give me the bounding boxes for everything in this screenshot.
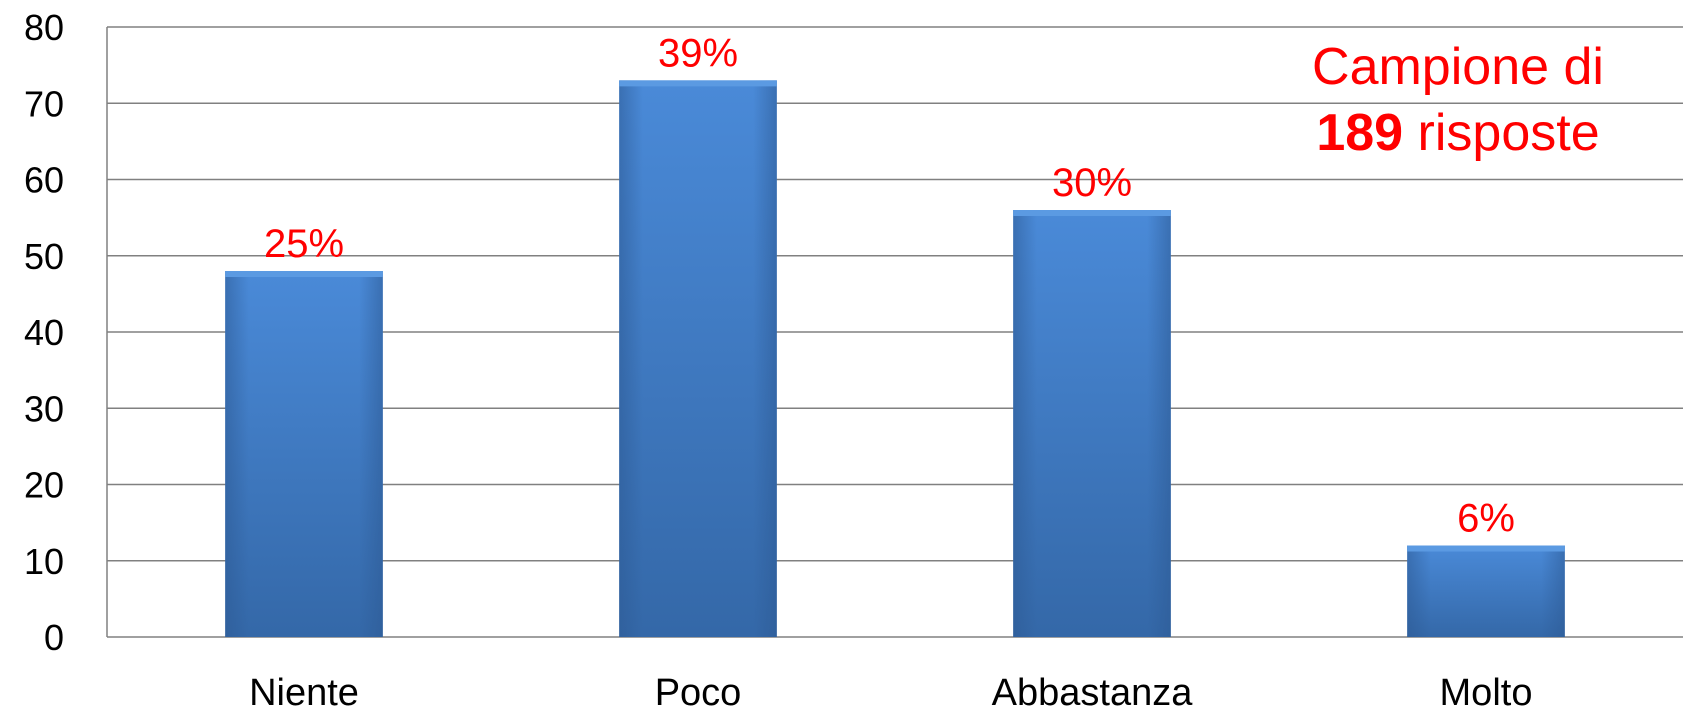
bar-molto [1407, 545, 1565, 637]
bar-top [619, 80, 777, 87]
bar-shade [1013, 210, 1171, 637]
bar-top [1407, 545, 1565, 552]
y-tick-label: 0 [44, 617, 64, 658]
sample-size-annotation: Campione di 189 risposte [1293, 34, 1623, 166]
bar-shade [225, 271, 383, 637]
data-label: 6% [1457, 497, 1515, 541]
bar-shade [1407, 545, 1565, 637]
y-tick-label: 80 [24, 7, 64, 48]
y-tick-label: 20 [24, 465, 64, 506]
category-label: Molto [1440, 672, 1533, 714]
bar-abbastanza [1013, 210, 1171, 637]
bar-shade [619, 80, 777, 637]
bars [225, 80, 1565, 637]
y-tick-label: 70 [24, 83, 64, 124]
data-label: 30% [1052, 161, 1132, 205]
data-label: 39% [658, 31, 738, 75]
category-label: Abbastanza [992, 672, 1194, 714]
bar-top [1013, 210, 1171, 216]
y-tick-label: 10 [24, 541, 64, 582]
category-label: Poco [655, 672, 742, 714]
bar-niente [225, 271, 383, 637]
y-tick-label: 50 [24, 236, 64, 277]
annotation-line2: 189 risposte [1293, 100, 1623, 166]
bar-poco [619, 80, 777, 637]
y-tick-label: 30 [24, 388, 64, 429]
y-tick-label: 60 [24, 160, 64, 201]
labels: 0 10 20 30 40 50 60 70 80 25% Niente 39% Poco 30% Abba… [24, 7, 1533, 714]
bar-top [225, 271, 383, 277]
annotation-suffix: risposte [1403, 104, 1600, 162]
annotation-line1: Campione di [1312, 38, 1604, 96]
y-tick-label: 40 [24, 312, 64, 353]
category-label: Niente [249, 672, 359, 714]
data-label: 25% [264, 222, 344, 266]
annotation-count: 189 [1316, 104, 1404, 162]
